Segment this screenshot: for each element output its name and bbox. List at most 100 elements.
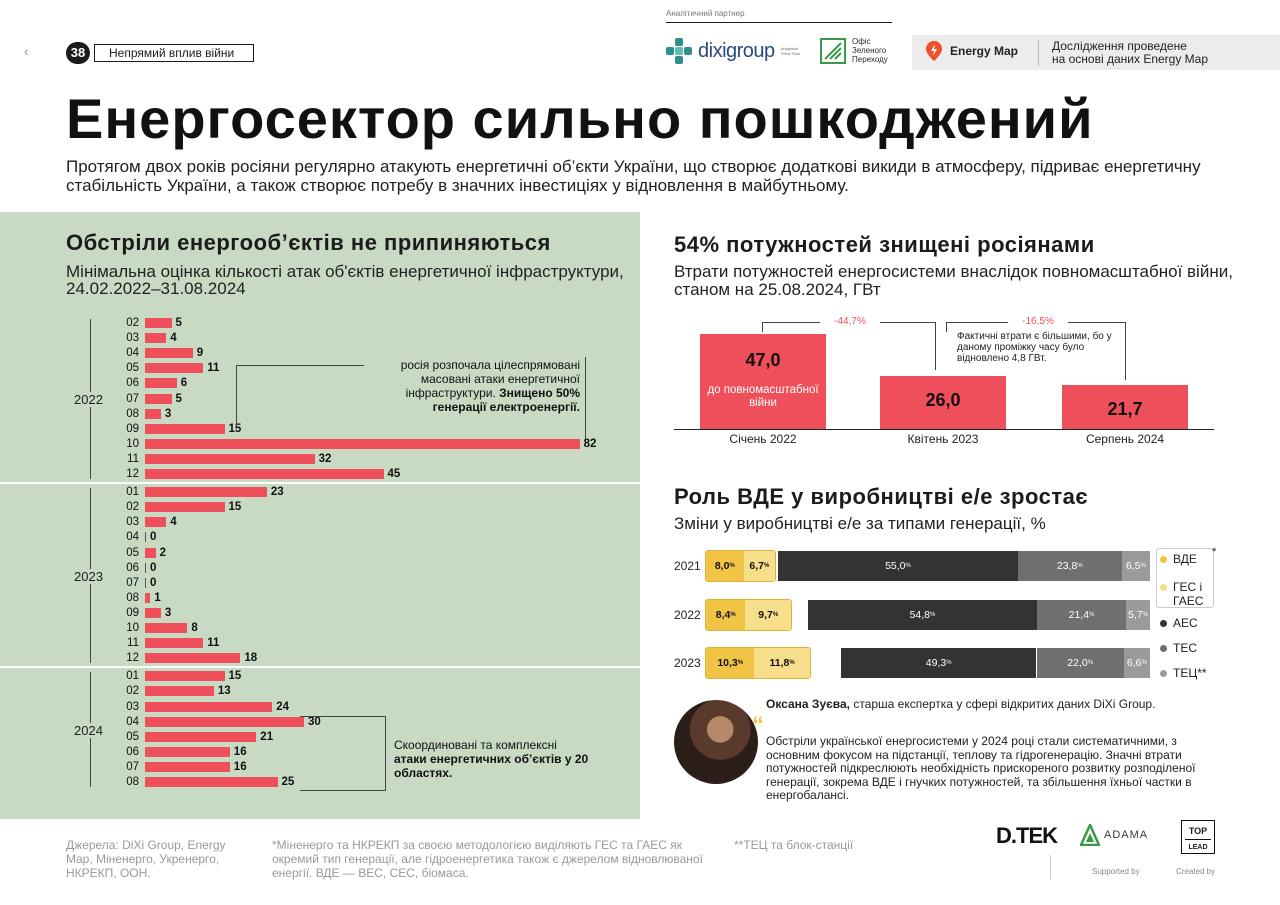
partner-divider [666, 22, 892, 23]
capacity-value: 26,0 [925, 390, 961, 411]
generation-segment: 8,4% [706, 600, 746, 630]
top-lead-line2: LEAD [1185, 839, 1211, 853]
energy-map-name: Energy Map [950, 44, 1019, 58]
month-label: 04 [126, 347, 139, 360]
percent-mark: % [1140, 563, 1146, 569]
year-label: 2023 [72, 568, 105, 584]
legend-item: ТЕЦ** [1160, 666, 1214, 680]
attack-value: 3 [164, 407, 172, 420]
attack-bar [145, 746, 230, 757]
adama-mark-icon [1080, 824, 1100, 846]
month-label: 02 [126, 685, 139, 698]
percent-mark: % [772, 612, 779, 618]
attack-bar [145, 318, 172, 328]
prev-page-chevron-icon[interactable]: ‹ [24, 44, 29, 59]
generation-segment: 6,7% [743, 551, 776, 581]
attack-zero-tick [145, 577, 146, 588]
attack-bar [145, 487, 267, 498]
attack-value: 24 [276, 700, 289, 713]
month-label: 06 [126, 561, 139, 574]
attack-value: 82 [583, 437, 597, 450]
annotation-2024: Скоординовані та комплексні атаки енерге… [394, 738, 590, 780]
percent-mark: % [729, 563, 735, 569]
month-label: 12 [126, 652, 139, 665]
capacity-title: 54% потужностей знищені росіянами [674, 232, 1095, 257]
month-label: 09 [126, 422, 139, 435]
attack-value: 45 [387, 468, 401, 480]
energy-map-note-line1: Дослідження проведене [1052, 39, 1187, 53]
ozp-name: Офіс Зеленого Переходу [852, 37, 888, 64]
month-label: 02 [126, 501, 139, 514]
attack-bar [145, 777, 278, 787]
attack-bar [145, 686, 214, 697]
percent-mark: % [730, 612, 736, 618]
generation-segment: 5,7% [1126, 600, 1150, 630]
generation-segment: 21,4% [1036, 600, 1127, 630]
annotation-2022-connector-r [585, 357, 586, 439]
annotation-2024-bracket [300, 716, 386, 791]
lead-paragraph: Протягом двох років росіяни регулярно ат… [66, 157, 1201, 195]
page-title: Енергосектор сильно пошкоджений [66, 87, 1094, 150]
dixi-mark-icon [666, 38, 692, 64]
page-number: 38 [66, 42, 90, 64]
quote-text: Обстріли української енергосистеми у 202… [766, 734, 1196, 802]
attack-value: 4 [170, 332, 177, 345]
percent-mark: % [905, 563, 911, 569]
percent-mark: % [789, 660, 795, 666]
month-label: 05 [126, 546, 139, 559]
attack-value: 21 [260, 730, 274, 743]
legend-dot-icon [1160, 584, 1167, 591]
attack-bar [145, 517, 167, 528]
legend-item: АЕС [1160, 616, 1214, 630]
top-lead-line1: TOP [1188, 826, 1208, 836]
legend-item: ГЕС і ГАЕС [1160, 580, 1214, 608]
month-label: 02 [126, 317, 139, 329]
annotation-2024-bold: атаки енергетичних об’єктів у 20 областя… [394, 752, 589, 780]
annotation-2022-bold: Знищено 50% генерації електроенергії. [432, 386, 580, 414]
percent-mark: % [1077, 563, 1083, 569]
year-label: 2022 [72, 392, 105, 408]
attack-bar [145, 438, 580, 449]
capacity-bar [1062, 385, 1188, 429]
quote-mark-icon: “ [752, 712, 764, 739]
month-label: 10 [126, 622, 139, 634]
month-label: 05 [126, 730, 139, 743]
attack-bar [145, 378, 177, 389]
attack-bar [145, 453, 315, 464]
attacks-panel [0, 212, 640, 819]
month-label: 07 [126, 392, 139, 405]
percent-mark: % [1141, 660, 1147, 666]
capacity-bar [700, 334, 826, 429]
attack-bar [145, 653, 241, 664]
attack-value: 15 [228, 670, 242, 683]
quote-author: Оксана Зуєва, старша експертка у сфері в… [766, 697, 1155, 711]
month-label: 06 [126, 745, 139, 758]
annotation-2024-text: Скоординовані та комплексні [394, 738, 557, 752]
top-lead-logo: TOP LEAD [1181, 820, 1215, 854]
attack-value: 9 [196, 347, 204, 360]
attacks-subtitle: Мінімальна оцінка кількості атак об'єкті… [66, 262, 624, 298]
month-label: 08 [126, 591, 139, 604]
renewables-box [705, 599, 793, 631]
legend-label: ТЕС [1173, 641, 1197, 655]
capacity-axis [674, 429, 1214, 430]
month-label: 06 [126, 377, 139, 390]
attack-value: 23 [270, 486, 284, 499]
energy-map-note-line2: на основі даних Energy Map [1052, 52, 1209, 66]
percent-mark: % [1142, 612, 1149, 618]
section-tag: Непрямий вплив війни [94, 44, 254, 62]
legend-dot-icon [1160, 620, 1167, 627]
legend-dot-icon [1160, 670, 1167, 677]
annotation-2022-connector [236, 365, 364, 366]
percent-mark: % [946, 660, 952, 666]
capacity-value: 21,7 [1107, 399, 1143, 420]
attack-bar [145, 502, 225, 513]
generation-year: 2023 [674, 656, 701, 670]
supported-by-caption: Supported by [1092, 867, 1140, 876]
capacity-value: 47,0 [745, 350, 781, 370]
year-separator [0, 482, 640, 485]
legend-item: ТЕС [1160, 641, 1214, 655]
percent-mark: % [1087, 660, 1094, 666]
generation-year: 2021 [674, 559, 701, 573]
month-label: 08 [126, 407, 139, 420]
